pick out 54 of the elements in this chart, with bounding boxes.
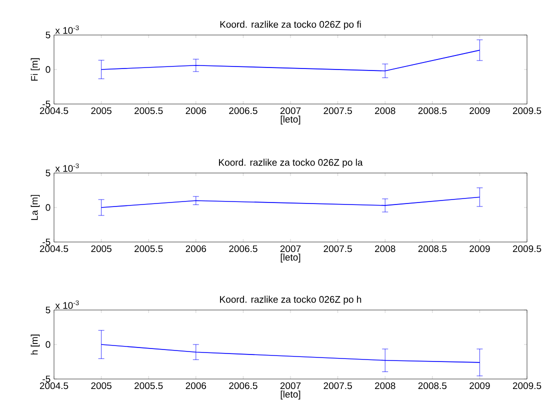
y-axis-title: Fi [m] [30, 58, 40, 81]
x-tick-label: 2005.5 [134, 107, 163, 114]
x-tick-label: 2009.5 [512, 245, 542, 252]
x-tick-label: 2008 [375, 382, 396, 390]
x-tick-label: 2004.5 [40, 245, 68, 252]
y-tick-label: 0 [46, 204, 50, 211]
x-tick-label: 2006 [186, 245, 206, 252]
y-tick-label: -5 [42, 100, 50, 108]
x-tick-label: 2004.5 [40, 107, 68, 114]
text: x 10$^{-3}$ [55, 25, 79, 34]
x-tick-label: 2004.5 [40, 382, 68, 390]
y-tick-label: 0 [46, 341, 50, 348]
x-tick-label: 2005.5 [134, 382, 163, 390]
x-tick-label: 2006 [186, 382, 206, 390]
chart-title: Koord. razlike za tocko 026Z po fi [220, 20, 361, 30]
x-tick-label: 2007.5 [324, 382, 352, 390]
x-tick-label: 2007.5 [324, 107, 352, 114]
y-tick-label: -5 [42, 376, 50, 382]
x-tick-label: 2008.5 [418, 382, 447, 390]
x-tick-label: 2008 [375, 107, 396, 114]
x-tick-label: 2005 [91, 245, 112, 252]
x-tick-label: 2009 [470, 107, 490, 114]
x-tick-label: 2006 [186, 107, 206, 114]
x-tick-label: 2007 [280, 382, 301, 390]
text: x 10$^{-3}$ [55, 163, 79, 172]
x-tick-label: 2007 [280, 107, 301, 114]
x-tick-label: 2006.5 [229, 107, 258, 114]
y-axis-title: La [m] [30, 194, 40, 220]
x-tick-label: 2009 [470, 382, 490, 390]
y-tick-label: -5 [42, 238, 50, 246]
x-tick-label: 2009 [470, 245, 490, 252]
x-tick-label: 2005 [91, 382, 112, 390]
y-axis-title: h [m] [30, 334, 40, 354]
y-tick-label: 5 [46, 306, 50, 314]
text: x 10$^{-3}$ [55, 300, 79, 309]
x-tick-label: 2008.5 [418, 245, 447, 252]
chart-title: Koord. razlike za tocko 026Z po h [220, 296, 362, 305]
x-tick-label: 2005.5 [134, 245, 163, 252]
x-tick-label: 2006.5 [229, 382, 258, 390]
x-tick-label: 2009.5 [512, 107, 542, 114]
chart-title: Koord. razlike za tocko 026Z po la [219, 158, 363, 168]
y-tick-label: 5 [46, 170, 50, 176]
x-tick-label: 2006.5 [229, 245, 258, 252]
x-tick-label: 2009.5 [512, 382, 542, 390]
y-tick-label: 0 [46, 66, 50, 73]
x-tick-label: 2007.5 [324, 245, 352, 252]
x-tick-label: 2008 [375, 245, 396, 252]
x-axis-title: [leto] [280, 254, 300, 262]
y-tick-label: 5 [46, 32, 50, 38]
x-tick-label: 2005 [91, 107, 112, 114]
x-axis-title: [leto] [280, 390, 300, 400]
x-tick-label: 2008.5 [418, 107, 447, 114]
x-axis-title: [leto] [280, 116, 300, 124]
x-tick-label: 2007 [280, 245, 301, 252]
